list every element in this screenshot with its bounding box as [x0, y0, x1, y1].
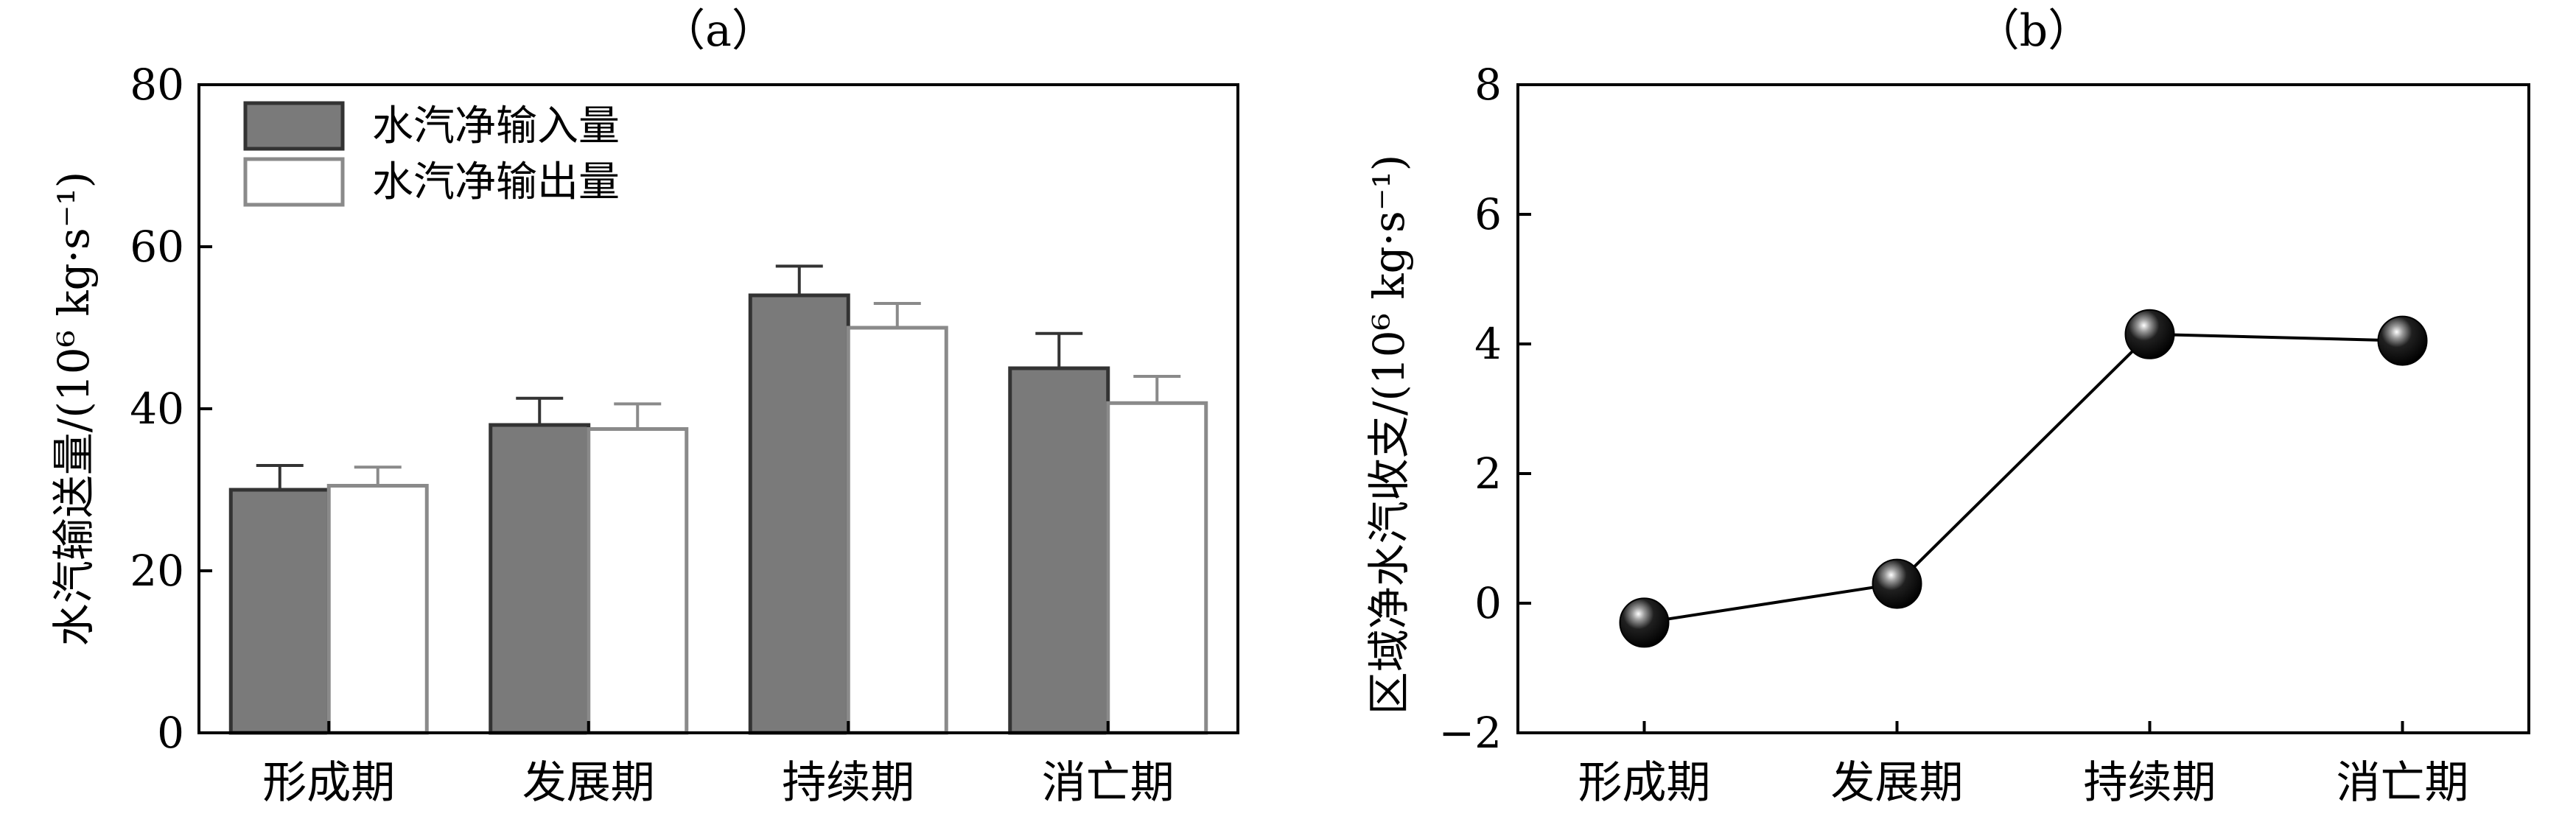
bar — [587, 427, 689, 735]
panel-b-title: （b） — [1975, 5, 2092, 57]
y-tick-label: −2 — [1439, 708, 1502, 758]
x-tick-label: 形成期 — [1578, 757, 1711, 809]
y-tick-label: 0 — [1474, 578, 1502, 628]
legend-label: 水汽净输出量 — [372, 158, 620, 206]
legend-swatch — [243, 101, 345, 151]
bar — [748, 293, 850, 735]
data-point — [2377, 315, 2428, 366]
y-tick-label: 6 — [1474, 189, 1502, 239]
panel-a: （a） 水汽输送量/(10⁶ kg·s⁻¹) 形成期 发展期 持续期 消亡期 0 20 40… — [49, 5, 1239, 809]
data-point — [1872, 558, 1922, 609]
x-tick-label: 消亡期 — [1042, 757, 1175, 809]
y-tick-label: 20 — [130, 546, 184, 596]
panel-a-axes: 形成期 发展期 持续期 消亡期 0 20 40 60 80 — [130, 60, 1239, 809]
panel-a-bars — [228, 264, 1208, 735]
panel-a-title: （a） — [661, 5, 776, 57]
panel-b-series — [1619, 309, 2428, 648]
y-tick-label: 80 — [130, 60, 184, 110]
x-tick-label: 发展期 — [522, 757, 655, 809]
panel-a-y-axis-label: 水汽输送量/(10⁶ kg·s⁻¹) — [49, 172, 99, 647]
bar — [1106, 401, 1208, 735]
y-tick-label: 2 — [1474, 449, 1502, 499]
x-tick-label: 持续期 — [2084, 757, 2216, 809]
y-tick-label: 40 — [130, 384, 184, 434]
y-tick-label: 4 — [1474, 319, 1502, 369]
legend-label: 水汽净输入量 — [372, 102, 620, 150]
data-point — [2124, 309, 2175, 359]
panel-b-y-axis-label: 区域净水汽收支/(10⁶ kg·s⁻¹) — [1364, 155, 1414, 715]
bar — [326, 484, 429, 735]
y-tick-label: 8 — [1474, 60, 1502, 110]
legend-swatch — [243, 157, 345, 207]
bar — [489, 423, 591, 735]
y-tick-label: 0 — [157, 708, 184, 758]
bar — [1008, 366, 1110, 735]
bar — [228, 488, 331, 735]
y-tick-label: 60 — [130, 222, 184, 272]
x-tick-label: 形成期 — [262, 757, 395, 809]
plot-frame — [1516, 83, 2530, 734]
data-point — [1619, 597, 1670, 648]
bar — [846, 326, 948, 735]
x-tick-label: 发展期 — [1831, 757, 1964, 809]
x-tick-label: 消亡期 — [2337, 757, 2469, 809]
series-line — [1644, 332, 2403, 625]
panel-b-axes: 形成期 发展期 持续期 消亡期 −2 0 2 4 6 8 — [1439, 60, 2530, 809]
panel-b: （b） 区域净水汽收支/(10⁶ kg·s⁻¹) 形成期 发展期 持续期 消亡期 −2 0… — [1364, 5, 2530, 809]
x-tick-label: 持续期 — [782, 757, 914, 809]
